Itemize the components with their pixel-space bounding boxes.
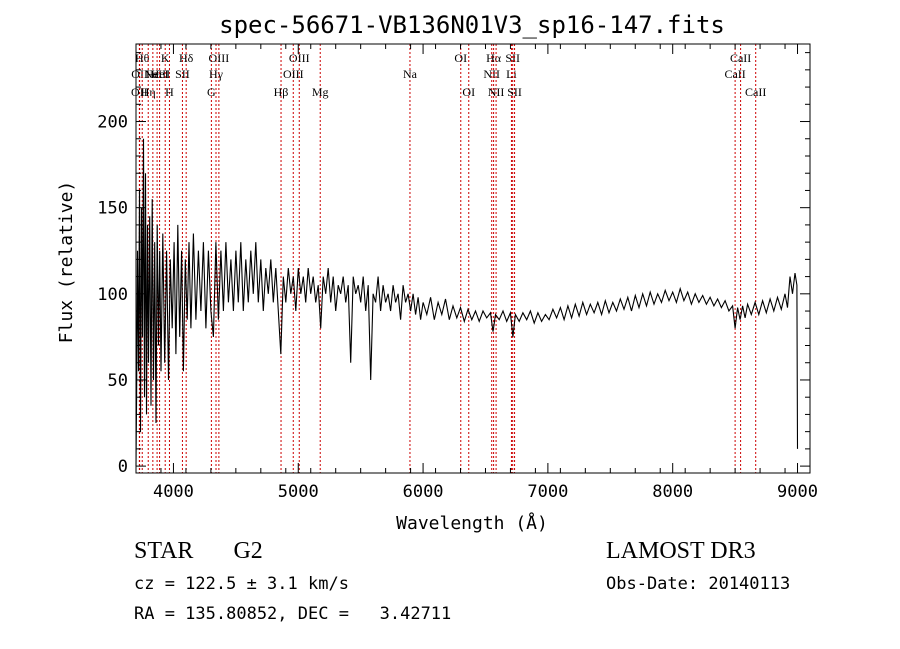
line-marker-label: Li bbox=[506, 67, 517, 81]
line-marker-label: OI bbox=[454, 51, 467, 65]
line-marker-label: Hα bbox=[486, 51, 502, 65]
line-marker-label: NeIII bbox=[144, 67, 170, 81]
axes: 4000 5000 6000 7000 8000 9000 0 50 100 150 200 bbox=[97, 43, 818, 502]
line-marker-label: Hδ bbox=[179, 51, 194, 65]
x-tick-label: 6000 bbox=[403, 482, 444, 502]
chart-title: spec-56671-VB136N01V3_sp16-147.fits bbox=[219, 11, 725, 39]
line-marker-label: CaII bbox=[724, 67, 745, 81]
line-marker-label: Hβ bbox=[274, 85, 289, 99]
ra-dec-coordinates: RA = 135.80852, DEC = 3.42711 bbox=[134, 604, 452, 624]
observation-date: Obs-Date: 20140113 bbox=[606, 574, 791, 594]
redshift-velocity: cz = 122.5 ± 3.1 km/s bbox=[134, 574, 349, 594]
line-marker-label: OIII bbox=[283, 67, 304, 81]
y-tick-label: 0 bbox=[118, 457, 128, 477]
y-tick-label: 200 bbox=[97, 113, 128, 133]
line-marker-label: SII bbox=[175, 67, 190, 81]
survey-label: LAMOST DR3 bbox=[606, 538, 756, 564]
x-axis-label: Wavelength (Å) bbox=[396, 512, 548, 534]
line-marker-label: NII bbox=[483, 67, 500, 81]
y-axis-label: Flux (relative) bbox=[56, 181, 77, 344]
object-class: STAR G2 bbox=[134, 538, 263, 565]
line-marker-label: HeI bbox=[151, 67, 169, 81]
line-marker-label: K bbox=[161, 51, 170, 65]
line-marker-label: Hγ bbox=[209, 67, 224, 81]
line-marker-label: SII bbox=[505, 51, 520, 65]
subclass-label: G2 bbox=[233, 538, 263, 564]
line-marker-label: Hθ bbox=[135, 51, 150, 65]
x-tick-label: 4000 bbox=[153, 482, 194, 502]
line-marker-label: NII bbox=[488, 85, 505, 99]
y-tick-label: 150 bbox=[97, 199, 128, 219]
line-marker-label: CaII bbox=[745, 85, 766, 99]
plot-frame bbox=[135, 43, 811, 474]
line-marker-label: OIII bbox=[209, 51, 230, 65]
line-marker-label: OIII bbox=[289, 51, 310, 65]
x-tick-label: 8000 bbox=[652, 482, 693, 502]
line-marker-label: Hη bbox=[141, 85, 156, 99]
line-marker-label: CaII bbox=[730, 51, 751, 65]
y-tick-label: 50 bbox=[108, 371, 128, 391]
x-tick-label: 9000 bbox=[777, 482, 818, 502]
line-markers: OIIOIIHθHηHεNeIIIHeIKHSIIHδGHγOIIIHβOIII… bbox=[131, 44, 766, 473]
x-tick-label: 7000 bbox=[527, 482, 568, 502]
line-marker-label: G bbox=[207, 85, 216, 99]
x-tick-label: 5000 bbox=[278, 482, 319, 502]
line-marker-label: Mg bbox=[312, 85, 329, 99]
line-marker-label: Na bbox=[403, 67, 418, 81]
flux-series-line bbox=[135, 138, 799, 467]
line-marker-label: OII bbox=[131, 67, 148, 81]
class-label: STAR bbox=[134, 538, 194, 564]
y-tick-label: 100 bbox=[97, 285, 128, 305]
line-marker-label: H bbox=[165, 85, 174, 99]
line-marker-label: SII bbox=[507, 85, 522, 99]
line-marker-label: Hε bbox=[146, 67, 160, 81]
line-marker-label: OI bbox=[462, 85, 475, 99]
